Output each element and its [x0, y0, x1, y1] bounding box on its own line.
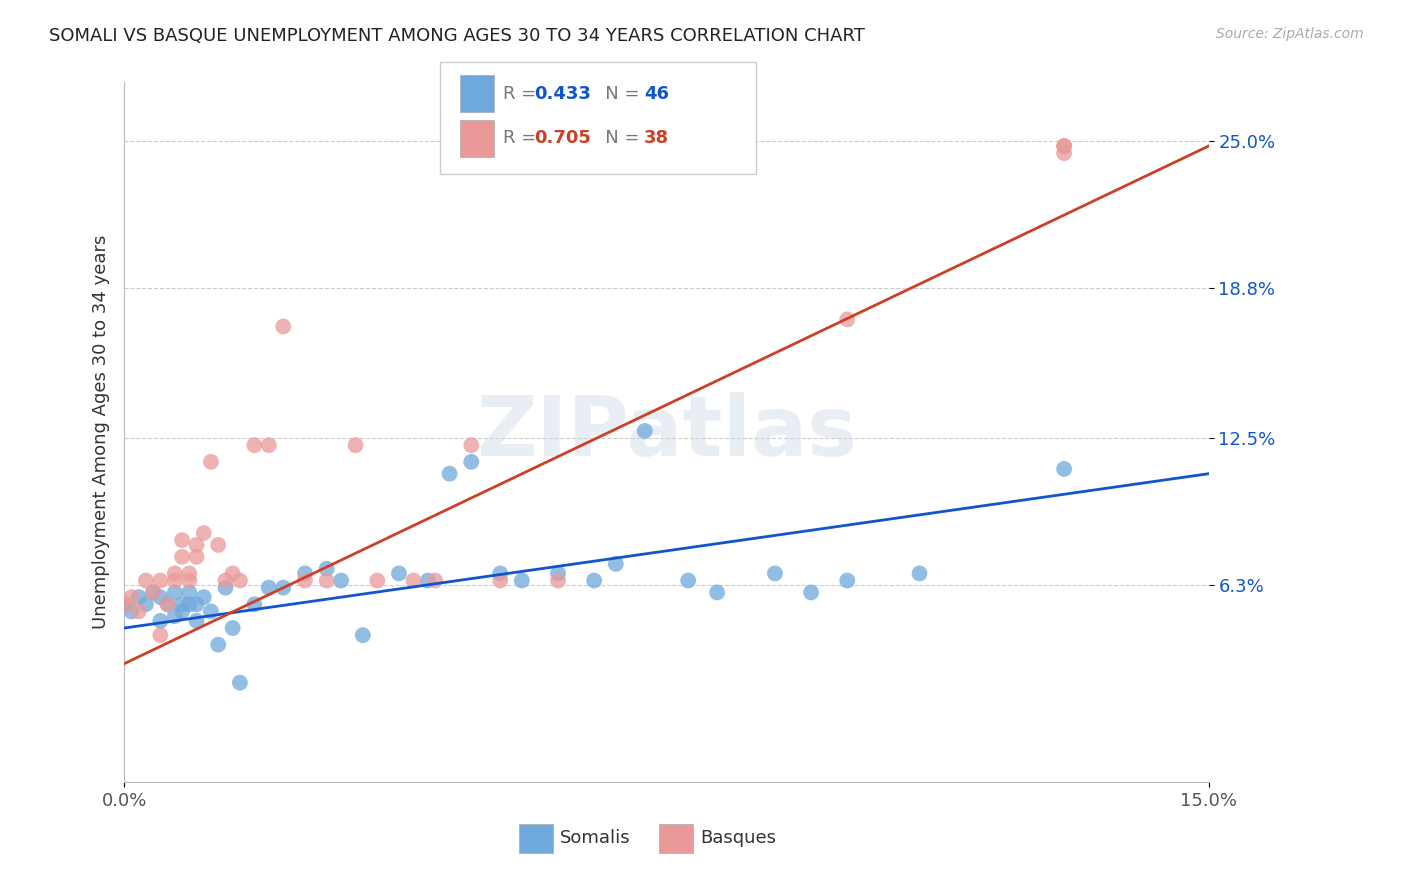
Point	[763, 566, 786, 581]
Point	[294, 574, 316, 588]
Point	[149, 628, 172, 642]
Point	[243, 438, 266, 452]
Point	[170, 604, 193, 618]
Point	[1053, 146, 1076, 161]
Point	[229, 675, 252, 690]
Point	[186, 614, 208, 628]
Point	[135, 597, 157, 611]
Y-axis label: Unemployment Among Ages 30 to 34 years: Unemployment Among Ages 30 to 34 years	[93, 235, 110, 630]
Text: 0.433: 0.433	[534, 85, 591, 103]
Point	[706, 585, 728, 599]
Point	[344, 438, 367, 452]
Text: SOMALI VS BASQUE UNEMPLOYMENT AMONG AGES 30 TO 34 YEARS CORRELATION CHART: SOMALI VS BASQUE UNEMPLOYMENT AMONG AGES…	[49, 27, 865, 45]
Point	[221, 566, 243, 581]
Point	[605, 557, 627, 571]
Text: R =: R =	[503, 85, 543, 103]
Point	[193, 526, 215, 541]
Point	[837, 312, 859, 326]
Point	[128, 590, 150, 604]
Point	[243, 597, 266, 611]
Point	[207, 638, 229, 652]
Point	[294, 566, 316, 581]
Point	[170, 597, 193, 611]
Point	[186, 538, 208, 552]
Point	[179, 566, 201, 581]
Text: N =: N =	[588, 85, 645, 103]
Point	[416, 574, 439, 588]
Point	[1053, 139, 1076, 153]
Point	[179, 574, 201, 588]
Point	[163, 585, 186, 599]
Point	[388, 566, 411, 581]
Point	[1053, 462, 1076, 476]
Point	[112, 597, 135, 611]
Point	[908, 566, 931, 581]
Point	[200, 455, 222, 469]
Point	[330, 574, 353, 588]
Point	[489, 574, 512, 588]
Point	[179, 597, 201, 611]
Point	[271, 581, 294, 595]
Point	[837, 574, 859, 588]
Point	[1053, 139, 1076, 153]
Point	[170, 549, 193, 564]
Point	[547, 574, 569, 588]
Point	[120, 604, 142, 618]
Point	[135, 574, 157, 588]
Point	[352, 628, 374, 642]
Point	[149, 614, 172, 628]
Point	[163, 566, 186, 581]
Point	[271, 319, 294, 334]
Point	[186, 597, 208, 611]
Point	[163, 609, 186, 624]
Point	[214, 574, 236, 588]
Text: ZIPatlas: ZIPatlas	[477, 392, 858, 473]
Text: 46: 46	[644, 85, 669, 103]
Point	[163, 574, 186, 588]
Text: N =: N =	[588, 129, 645, 147]
Point	[634, 424, 657, 438]
Point	[120, 590, 142, 604]
Point	[214, 581, 236, 595]
Point	[257, 581, 280, 595]
Point	[229, 574, 252, 588]
Point	[179, 585, 201, 599]
Text: Basques: Basques	[700, 830, 776, 847]
Point	[315, 562, 337, 576]
Point	[460, 455, 482, 469]
Point	[207, 538, 229, 552]
Point	[186, 549, 208, 564]
Point	[510, 574, 533, 588]
Point	[128, 604, 150, 618]
Text: R =: R =	[503, 129, 543, 147]
Point	[583, 574, 606, 588]
Point	[366, 574, 388, 588]
Text: 0.705: 0.705	[534, 129, 591, 147]
Text: Somalis: Somalis	[560, 830, 630, 847]
Point	[489, 566, 512, 581]
Point	[423, 574, 446, 588]
Point	[315, 574, 337, 588]
Point	[156, 597, 179, 611]
Point	[257, 438, 280, 452]
Text: 38: 38	[644, 129, 669, 147]
Point	[800, 585, 823, 599]
Point	[142, 585, 165, 599]
Point	[156, 597, 179, 611]
Point	[402, 574, 425, 588]
Point	[460, 438, 482, 452]
Point	[142, 585, 165, 599]
Point	[112, 597, 135, 611]
Point	[149, 590, 172, 604]
Point	[439, 467, 461, 481]
Text: Source: ZipAtlas.com: Source: ZipAtlas.com	[1216, 27, 1364, 41]
Point	[547, 566, 569, 581]
Point	[149, 574, 172, 588]
Point	[221, 621, 243, 635]
Point	[193, 590, 215, 604]
Point	[170, 533, 193, 548]
Point	[200, 604, 222, 618]
Point	[676, 574, 699, 588]
